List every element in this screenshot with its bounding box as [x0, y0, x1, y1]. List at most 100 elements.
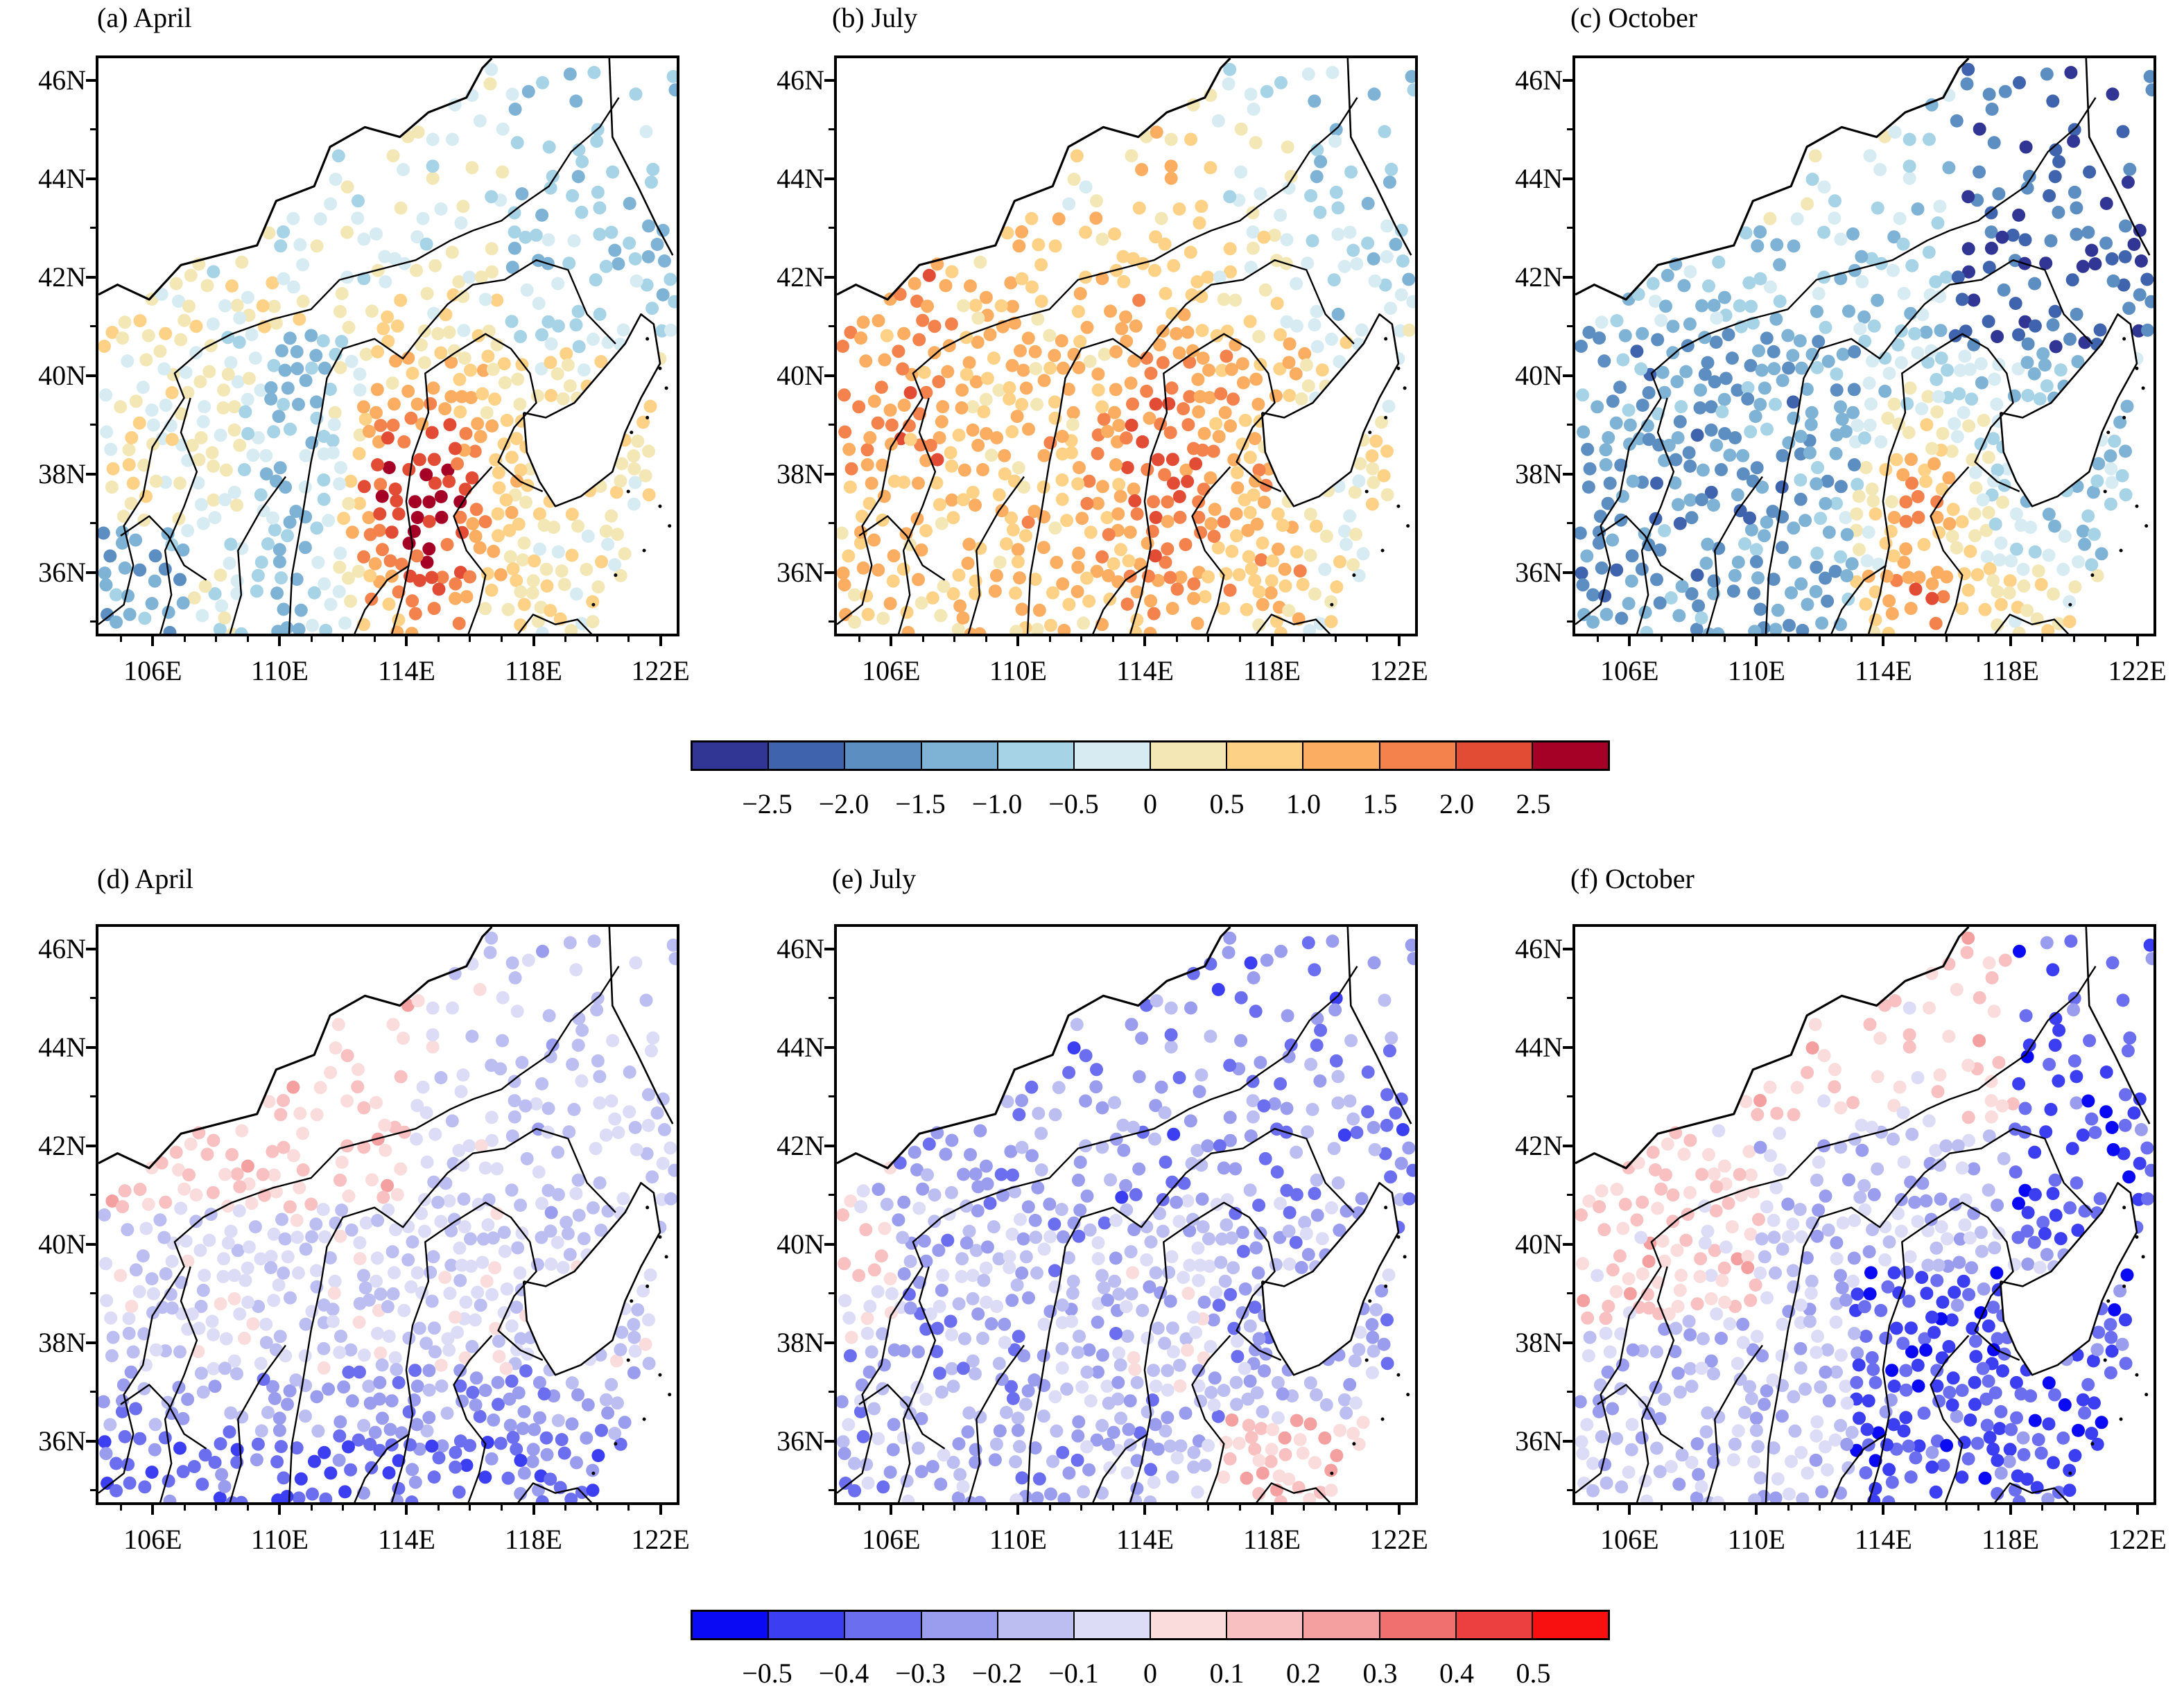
- station-marker: [1181, 475, 1195, 488]
- station-marker: [241, 1296, 255, 1309]
- station-marker: [1037, 374, 1051, 388]
- station-marker: [874, 381, 888, 394]
- station-marker: [146, 1287, 160, 1301]
- station-marker: [1234, 991, 1248, 1005]
- station-marker: [1324, 595, 1338, 609]
- station-marker: [101, 608, 114, 621]
- station-marker: [664, 1141, 677, 1155]
- island-marker: [614, 573, 618, 577]
- station-marker: [615, 457, 629, 471]
- station-marker: [390, 494, 404, 507]
- lon-minor-tick: [2104, 636, 2107, 642]
- station-marker: [115, 1405, 129, 1418]
- station-marker: [1744, 358, 1758, 372]
- station-marker: [1815, 1485, 1829, 1499]
- lat-minor-tick: [1567, 424, 1572, 426]
- station-marker: [1319, 1398, 1333, 1411]
- station-marker: [2123, 1031, 2137, 1045]
- station-marker: [1905, 1127, 1919, 1141]
- national-border: [837, 927, 1231, 1170]
- station-marker: [373, 507, 387, 521]
- coastline: [608, 58, 674, 256]
- station-marker: [506, 562, 520, 575]
- station-marker: [1911, 489, 1925, 503]
- station-marker: [1368, 274, 1382, 288]
- station-marker: [1154, 211, 1168, 225]
- station-marker: [457, 324, 471, 338]
- station-marker: [394, 201, 408, 215]
- station-marker: [1840, 569, 1854, 582]
- station-marker: [447, 344, 461, 358]
- station-marker: [2013, 944, 2026, 958]
- station-marker: [318, 1230, 331, 1244]
- station-marker: [535, 626, 549, 634]
- lat-minor-tick: [1567, 1292, 1572, 1295]
- station-marker: [1151, 453, 1165, 467]
- station-marker: [1073, 1330, 1086, 1343]
- station-marker: [1021, 1200, 1035, 1214]
- station-marker: [912, 1345, 925, 1359]
- station-marker: [1853, 1190, 1867, 1204]
- station-marker: [2105, 476, 2119, 489]
- station-marker: [1661, 268, 1674, 282]
- station-marker: [2134, 1123, 2148, 1136]
- station-marker: [1707, 574, 1721, 588]
- station-marker: [208, 1380, 222, 1393]
- station-marker: [1037, 1409, 1050, 1423]
- station-marker: [340, 180, 354, 194]
- station-marker: [668, 952, 677, 966]
- station-marker: [1333, 355, 1346, 369]
- station-marker: [473, 1409, 487, 1423]
- station-marker: [1671, 498, 1685, 512]
- colorbar-label: 0: [1143, 788, 1157, 819]
- station-marker: [1281, 140, 1294, 154]
- station-marker: [517, 1405, 531, 1418]
- station-marker: [1172, 1358, 1186, 1372]
- station-marker: [1781, 329, 1795, 342]
- station-marker: [1129, 1188, 1143, 1201]
- station-marker: [953, 1468, 967, 1481]
- station-marker: [449, 442, 462, 455]
- station-marker: [1231, 1350, 1245, 1364]
- station-marker: [1830, 1365, 1843, 1379]
- station-marker: [1072, 1415, 1086, 1429]
- station-marker: [1016, 363, 1030, 377]
- station-marker: [1575, 526, 1587, 540]
- station-marker: [1958, 349, 1972, 363]
- station-marker: [122, 1326, 136, 1340]
- station-marker: [1630, 345, 1644, 358]
- station-marker: [1962, 265, 1975, 279]
- lat-minor-tick: [829, 1292, 834, 1295]
- station-marker: [1616, 489, 1629, 503]
- station-marker: [305, 361, 319, 375]
- station-marker: [1274, 1495, 1288, 1502]
- station-marker: [227, 485, 241, 499]
- station-marker: [1769, 623, 1783, 634]
- station-marker: [114, 1269, 128, 1283]
- station-marker: [1635, 562, 1649, 576]
- station-marker: [2117, 278, 2131, 292]
- station-marker: [1161, 1383, 1175, 1397]
- station-marker: [290, 1213, 304, 1227]
- lat-tick: [824, 177, 834, 180]
- station-marker: [998, 449, 1012, 462]
- station-marker: [656, 223, 670, 237]
- station-marker: [1996, 1364, 2009, 1377]
- station-marker: [431, 327, 445, 340]
- station-marker: [333, 1173, 347, 1187]
- station-marker: [1658, 1393, 1672, 1406]
- province-boundary: [1191, 466, 1231, 634]
- station-marker: [575, 1074, 589, 1088]
- station-marker: [1244, 87, 1258, 101]
- station-marker: [1960, 946, 1974, 959]
- station-marker: [1181, 1287, 1195, 1301]
- station-marker: [863, 431, 877, 444]
- station-marker: [337, 512, 351, 525]
- station-marker: [1871, 1162, 1884, 1176]
- station-marker: [1077, 1485, 1091, 1499]
- station-marker: [453, 1241, 467, 1255]
- station-marker: [627, 1366, 641, 1380]
- station-marker: [1809, 1453, 1823, 1467]
- station-marker: [546, 170, 560, 183]
- station-marker: [1770, 238, 1784, 252]
